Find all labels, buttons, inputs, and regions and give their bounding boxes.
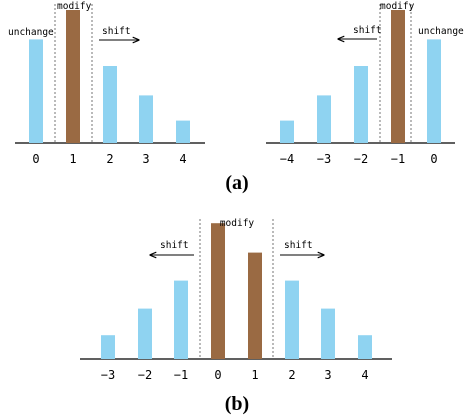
unchanged-bar-0	[29, 39, 43, 143]
unchanged-bar-2	[354, 66, 368, 143]
modified-bar-1	[66, 10, 80, 143]
panel-a-right-bars	[280, 10, 441, 143]
unchanged-bar-2	[103, 66, 117, 143]
unchanged-bar-1	[317, 95, 331, 143]
caption-b: (b)	[225, 393, 249, 415]
unchanged-bar-0	[101, 335, 115, 359]
panel-a-right: shift modify unchange −4 −3 −2 −1 0	[266, 1, 464, 166]
modify-label: modify	[220, 218, 255, 229]
unchanged-bar-5	[285, 280, 299, 359]
modify-label: modify	[57, 1, 92, 12]
tick-label: 2	[288, 368, 295, 382]
panel-a-left-bars	[29, 10, 190, 143]
modified-bar-3	[391, 10, 405, 143]
tick-label: 4	[361, 368, 368, 382]
unchanged-bar-7	[358, 335, 372, 359]
panel-a-right-tick-labels: −4 −3 −2 −1 0	[280, 152, 438, 166]
tick-label: 0	[214, 368, 221, 382]
shift-right-label: shift	[284, 240, 313, 251]
tick-label: 3	[142, 152, 149, 166]
tick-label: −2	[138, 368, 152, 382]
panel-a-left-tick-labels: 0 1 2 3 4	[32, 152, 186, 166]
shift-label: shift	[353, 25, 382, 36]
shift-label: shift	[102, 26, 131, 37]
panel-a-left: unchange modify shift 0 1 2 3 4	[8, 1, 205, 166]
tick-label: −3	[101, 368, 115, 382]
tick-label: 2	[106, 152, 113, 166]
caption-a: (a)	[225, 172, 248, 194]
tick-label: 4	[179, 152, 186, 166]
shift-left-label: shift	[160, 240, 189, 251]
panel-b-tick-labels: −3 −2 −1 0 1 2 3 4	[101, 368, 369, 382]
tick-label: 3	[324, 368, 331, 382]
unchanged-bar-2	[174, 280, 188, 359]
tick-label: 0	[430, 152, 437, 166]
unchanged-bar-3	[139, 95, 153, 143]
unchange-label: unchange	[8, 27, 54, 38]
tick-label: 0	[32, 152, 39, 166]
tick-label: −2	[354, 152, 368, 166]
modify-label: modify	[380, 1, 415, 12]
tick-label: −3	[317, 152, 331, 166]
tick-label: 1	[251, 368, 258, 382]
tick-label: −1	[174, 368, 188, 382]
panel-b-bars	[101, 223, 372, 359]
tick-label: 1	[69, 152, 76, 166]
unchanged-bar-4	[176, 120, 190, 143]
unchanged-bar-0	[280, 120, 294, 143]
panel-b: modify shift shift −3 −2 −1 0 1 2 3 4	[80, 218, 392, 382]
tick-label: −1	[391, 152, 405, 166]
unchanged-bar-1	[138, 308, 152, 359]
tick-label: −4	[280, 152, 294, 166]
modified-bar-3	[211, 223, 225, 359]
unchanged-bar-6	[321, 308, 335, 359]
unchanged-bar-4	[427, 39, 441, 143]
unchange-label: unchange	[418, 26, 464, 37]
modified-bar-4	[248, 252, 262, 359]
